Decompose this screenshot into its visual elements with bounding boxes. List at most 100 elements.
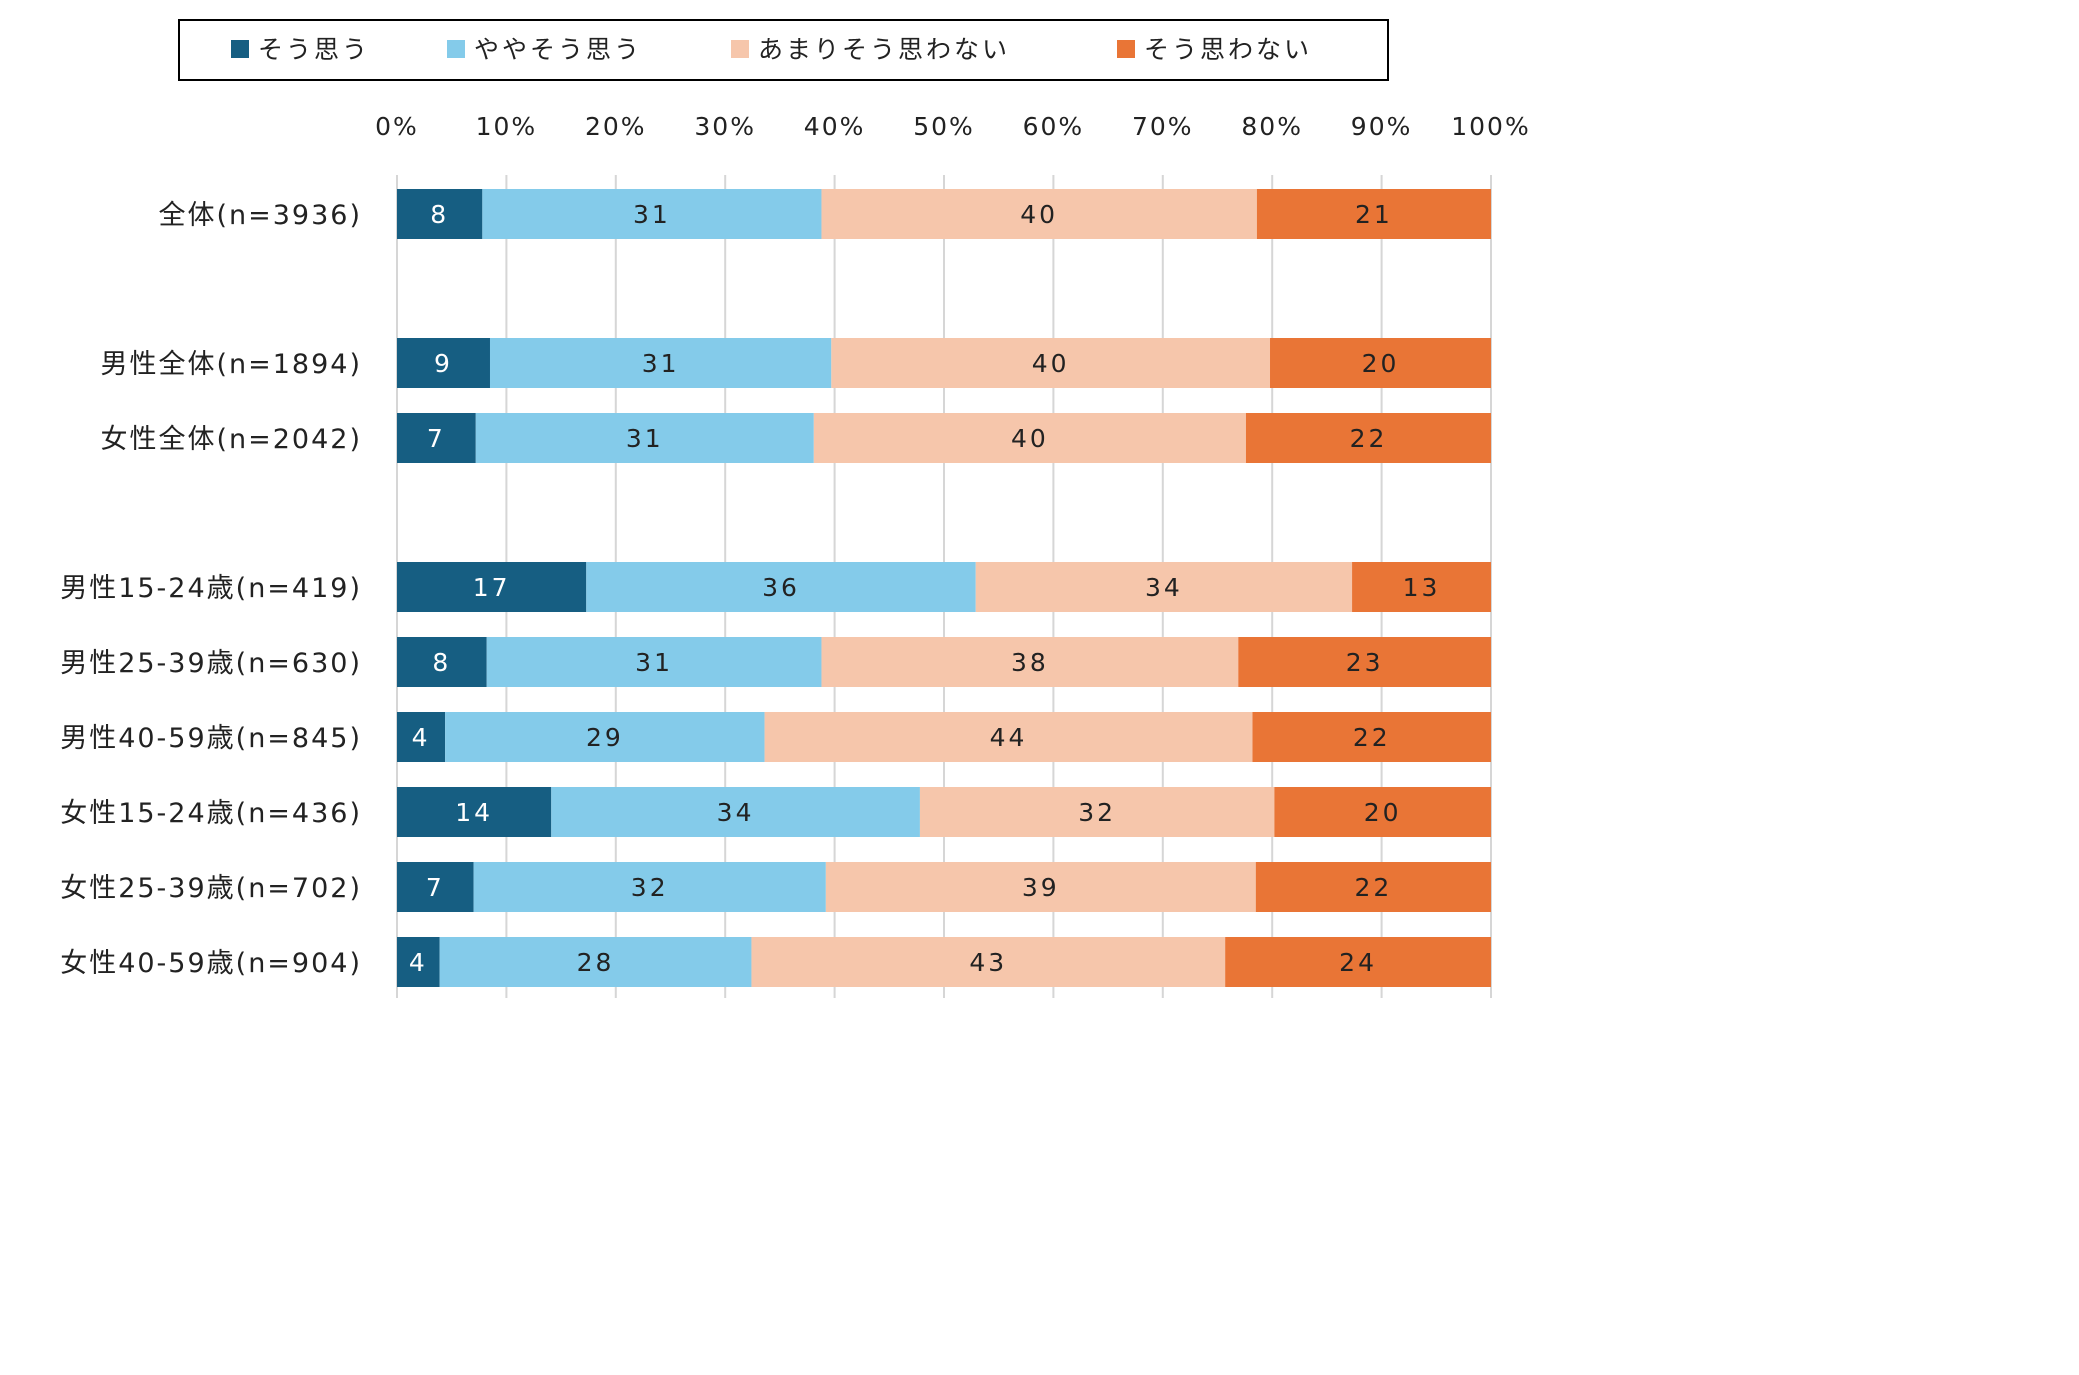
data-label: 4 <box>409 948 428 977</box>
bar-segment <box>551 787 920 837</box>
data-label: 31 <box>642 349 680 378</box>
data-label: 20 <box>1362 349 1400 378</box>
data-label: 8 <box>430 200 449 229</box>
x-tick-label: 20% <box>585 112 647 141</box>
bar-segment <box>486 637 822 687</box>
data-label: 44 <box>990 723 1028 752</box>
x-tick-label: 10% <box>476 112 538 141</box>
bar-segment <box>439 937 752 987</box>
x-axis-ticks: 0% 10% 20% 30% 40% 50% 60% 70% 80% 90% 100% <box>375 112 1530 141</box>
bar-segment <box>397 637 487 687</box>
data-label: 31 <box>633 200 671 229</box>
data-label: 32 <box>1078 798 1116 827</box>
category-label: 女性25-39歳(n=702) <box>60 873 362 904</box>
x-tick-label: 100% <box>1451 112 1530 141</box>
bar-segment <box>1252 712 1491 762</box>
bar-segment <box>397 862 474 912</box>
legend-label: そう思わない <box>1144 35 1312 64</box>
legend-swatch <box>447 40 465 58</box>
bars: 8 31 40 21 9 31 40 20 7 31 40 22 17 36 34 13 8 31 38 23 4 29 4… <box>397 189 1491 987</box>
bar-segment <box>821 637 1239 687</box>
category-label: 男性15-24歳(n=419) <box>60 573 362 604</box>
bar-segment <box>445 712 765 762</box>
data-label: 13 <box>1403 573 1441 602</box>
category-label: 男性25-39歳(n=630) <box>60 648 362 679</box>
bar-segment <box>919 787 1275 837</box>
data-label: 23 <box>1346 648 1384 677</box>
legend-label: そう思う <box>258 35 370 64</box>
data-label: 8 <box>432 648 451 677</box>
stacked-bar-chart: そう思う ややそう思う あまりそう思わない そう思わない 0% 10% 20% 30% 40%… <box>60 19 1530 998</box>
bar-segment <box>1256 189 1491 239</box>
data-label: 40 <box>1032 349 1070 378</box>
category-labels: 全体(n=3936) 男性全体(n=1894) 女性全体(n=2042) 男性15-2… <box>60 200 362 979</box>
data-label: 40 <box>1011 424 1049 453</box>
data-label: 14 <box>455 798 493 827</box>
category-label: 男性全体(n=1894) <box>100 349 362 380</box>
bar-segment <box>586 562 976 612</box>
category-label: 女性全体(n=2042) <box>100 424 362 455</box>
category-label: 全体(n=3936) <box>158 200 362 231</box>
bar-segment <box>397 787 552 837</box>
bar-segment <box>475 413 814 463</box>
data-label: 24 <box>1339 948 1377 977</box>
bar-segment <box>764 712 1253 762</box>
data-label: 21 <box>1355 200 1393 229</box>
x-tick-label: 40% <box>804 112 866 141</box>
bar-segment <box>397 937 440 987</box>
data-label: 22 <box>1350 424 1388 453</box>
bar-segment <box>1245 413 1491 463</box>
x-tick-label: 30% <box>694 112 756 141</box>
data-label: 38 <box>1011 648 1049 677</box>
data-label: 9 <box>434 349 453 378</box>
data-label: 7 <box>427 424 446 453</box>
bar-segment <box>825 862 1256 912</box>
bar-segment <box>397 189 483 239</box>
bar-segment <box>1352 562 1491 612</box>
x-tick-label: 70% <box>1132 112 1194 141</box>
data-label: 43 <box>969 948 1007 977</box>
data-label: 28 <box>577 948 615 977</box>
bar-segment <box>1274 787 1491 837</box>
bar-segment <box>473 862 826 912</box>
data-label: 31 <box>626 424 664 453</box>
bar-segment <box>1225 937 1491 987</box>
data-label: 39 <box>1022 873 1060 902</box>
x-tick-label: 0% <box>375 112 419 141</box>
data-label: 22 <box>1354 873 1392 902</box>
data-label: 29 <box>586 723 624 752</box>
data-label: 34 <box>1145 573 1183 602</box>
legend-swatch <box>731 40 749 58</box>
bar-segment <box>482 189 822 239</box>
data-label: 32 <box>631 873 669 902</box>
data-label: 36 <box>762 573 800 602</box>
legend-frame <box>178 19 1389 81</box>
bar-segment <box>397 712 446 762</box>
x-tick-label: 60% <box>1023 112 1085 141</box>
x-tick-label: 50% <box>913 112 975 141</box>
data-label: 31 <box>635 648 673 677</box>
legend-label: ややそう思う <box>474 35 642 64</box>
legend: そう思う ややそう思う あまりそう思わない そう思わない <box>178 19 1389 81</box>
bar-segment <box>831 338 1271 388</box>
data-label: 22 <box>1353 723 1391 752</box>
data-label: 7 <box>426 873 445 902</box>
bar-segment <box>489 338 832 388</box>
bar-segment <box>1238 637 1491 687</box>
bar-segment <box>1255 862 1491 912</box>
bar-segment <box>975 562 1353 612</box>
x-tick-label: 90% <box>1351 112 1413 141</box>
data-label: 40 <box>1020 200 1058 229</box>
data-label: 17 <box>473 573 511 602</box>
legend-label: あまりそう思わない <box>758 35 1010 64</box>
bar-segment <box>397 413 476 463</box>
bar-segment <box>397 338 490 388</box>
category-label: 男性40-59歳(n=845) <box>60 723 362 754</box>
bar-segment <box>397 562 587 612</box>
legend-swatch <box>231 40 249 58</box>
x-tick-label: 80% <box>1241 112 1303 141</box>
data-label: 20 <box>1364 798 1402 827</box>
data-label: 34 <box>717 798 755 827</box>
bar-segment <box>813 413 1246 463</box>
bar-segment <box>1270 338 1491 388</box>
